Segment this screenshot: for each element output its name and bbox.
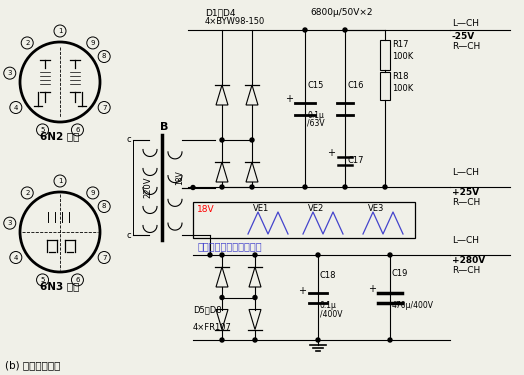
Text: 5: 5 [40,277,45,283]
Text: 8: 8 [102,204,106,210]
Circle shape [316,253,320,257]
Text: 4: 4 [14,255,18,261]
Text: 3: 3 [7,70,12,76]
Text: 6N2 管脚: 6N2 管脚 [40,131,80,141]
Circle shape [343,28,347,32]
Circle shape [253,296,257,300]
Text: 100K: 100K [392,52,413,61]
Text: D1～D4: D1～D4 [205,8,235,17]
Text: 2: 2 [25,190,29,196]
Text: 9: 9 [91,190,95,196]
Text: 8: 8 [102,54,106,60]
Text: c: c [126,231,131,240]
Circle shape [303,28,307,32]
Text: +: + [298,285,306,296]
Text: 6: 6 [75,127,80,133]
Text: 3: 3 [7,220,12,226]
Text: VE2: VE2 [308,204,324,213]
Text: VE3: VE3 [368,204,385,213]
Text: 1: 1 [58,28,62,34]
Text: 0.1μ: 0.1μ [320,302,337,310]
Text: c: c [126,135,131,144]
Circle shape [388,253,392,257]
Circle shape [191,186,195,189]
Text: L—CH: L—CH [452,236,479,245]
Text: R—CH: R—CH [452,42,481,51]
Text: 18V: 18V [197,205,215,214]
Text: R17: R17 [392,40,409,49]
Text: C17: C17 [347,156,364,165]
Text: 100K: 100K [392,84,413,93]
Circle shape [253,338,257,342]
Text: R—CH: R—CH [452,198,481,207]
Circle shape [388,338,392,342]
Text: /400V: /400V [320,309,343,318]
Text: 6N3 管脚: 6N3 管脚 [40,281,80,291]
Text: 1: 1 [58,178,62,184]
Text: 三个电子管灯丝串联供电: 三个电子管灯丝串联供电 [198,241,263,251]
Circle shape [220,138,224,142]
Text: C15: C15 [307,81,323,90]
Circle shape [220,185,224,189]
Text: 4×BYW98-150: 4×BYW98-150 [205,17,265,26]
Text: /63V: /63V [307,118,325,128]
Text: 6800μ/50V×2: 6800μ/50V×2 [310,8,373,17]
Circle shape [253,253,257,257]
Text: 220V: 220V [144,177,152,198]
Text: C16: C16 [347,81,364,90]
Circle shape [343,185,347,189]
Text: 7: 7 [102,105,106,111]
Circle shape [316,338,320,342]
Text: 18V: 18V [176,170,184,185]
Circle shape [383,185,387,189]
Text: D5～D8: D5～D8 [193,306,222,315]
Text: 470μ/400V: 470μ/400V [392,302,434,310]
Text: VE1: VE1 [253,204,269,213]
Text: C18: C18 [320,270,336,279]
Text: 5: 5 [40,127,45,133]
Text: R—CH: R—CH [452,266,481,275]
Text: +25V: +25V [452,188,479,197]
Text: +280V: +280V [452,256,485,265]
Text: B: B [160,122,168,132]
Circle shape [220,296,224,300]
Circle shape [220,253,224,257]
Text: -25V: -25V [452,32,475,41]
Text: +: + [368,285,376,294]
Circle shape [303,185,307,189]
Text: 7: 7 [102,255,106,261]
Circle shape [250,185,254,189]
Text: L—CH: L—CH [452,168,479,177]
Text: C19: C19 [392,268,408,278]
Text: R18: R18 [392,72,409,81]
Circle shape [220,338,224,342]
Text: 2: 2 [25,40,29,46]
Text: +: + [285,94,293,105]
Text: 6: 6 [75,277,80,283]
Text: 4×FR107: 4×FR107 [193,322,232,332]
Text: (b) 整机供电电路: (b) 整机供电电路 [5,360,60,370]
Circle shape [250,138,254,142]
Text: +: + [327,148,335,158]
Text: L—CH: L—CH [452,19,479,28]
Text: 9: 9 [91,40,95,46]
Circle shape [208,253,212,257]
Text: 4: 4 [14,105,18,111]
Text: 0.1μ: 0.1μ [307,111,324,120]
